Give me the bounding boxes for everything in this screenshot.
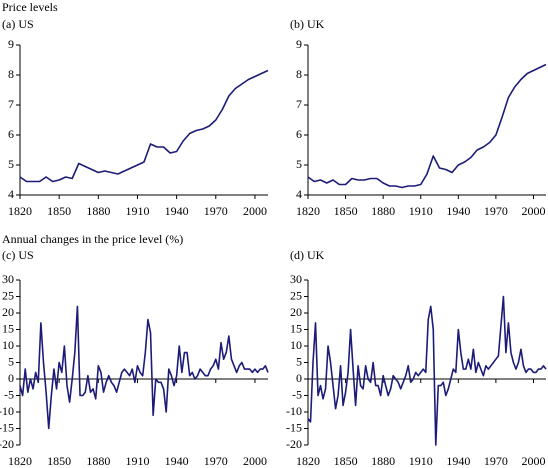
panel-title: (a) US xyxy=(2,17,34,31)
y-tick-label: 5 xyxy=(296,157,302,171)
y-tick-label: 25 xyxy=(2,288,14,302)
y-tick-label: 6 xyxy=(296,127,302,141)
data-line xyxy=(307,63,547,189)
x-tick-label: 1940 xyxy=(446,204,470,218)
x-tick-label: 1850 xyxy=(47,204,71,218)
x-tick-label: 1940 xyxy=(446,454,470,468)
y-tick-label: 15 xyxy=(2,321,14,335)
y-tick-label: 7 xyxy=(8,97,14,111)
y-tick-label: 30 xyxy=(290,272,302,286)
data-line xyxy=(307,295,547,446)
x-tick-label: 1910 xyxy=(409,204,433,218)
y-tick-label: 4 xyxy=(296,187,302,201)
y-tick-label: 4 xyxy=(8,187,14,201)
y-tick-label: 9 xyxy=(296,37,302,51)
y-tick-label: 6 xyxy=(8,127,14,141)
x-tick-label: 1850 xyxy=(334,454,358,468)
y-tick-label: -5 xyxy=(292,387,302,401)
x-tick-label: 1880 xyxy=(86,204,110,218)
x-tick-label: 1880 xyxy=(371,204,395,218)
y-tick-label: 7 xyxy=(296,97,302,111)
y-tick-label: -20 xyxy=(286,437,302,451)
y-tick-label: 9 xyxy=(8,37,14,51)
x-tick-label: 1910 xyxy=(125,204,149,218)
y-tick-label: -10 xyxy=(286,404,302,418)
x-tick-label: 1820 xyxy=(296,454,320,468)
panel-title: (d) UK xyxy=(290,248,325,262)
y-tick-label: 10 xyxy=(2,338,14,352)
y-tick-label: -10 xyxy=(0,404,14,418)
x-tick-label: 1940 xyxy=(165,204,189,218)
x-tick-label: 1820 xyxy=(296,204,320,218)
x-tick-label: 1910 xyxy=(125,454,149,468)
x-tick-label: 1850 xyxy=(47,454,71,468)
x-tick-label: 2000 xyxy=(521,204,545,218)
y-tick-label: 20 xyxy=(2,305,14,319)
x-tick-label: 1940 xyxy=(165,454,189,468)
x-tick-label: 1910 xyxy=(409,454,433,468)
x-tick-label: 1850 xyxy=(334,204,358,218)
x-tick-label: 1880 xyxy=(371,454,395,468)
x-tick-label: 1970 xyxy=(484,204,508,218)
section-title: Annual changes in the price level (%) xyxy=(2,232,183,246)
y-tick-label: 8 xyxy=(8,67,14,81)
y-tick-label: 5 xyxy=(296,354,302,368)
y-tick-label: 15 xyxy=(290,321,302,335)
x-tick-label: 2000 xyxy=(243,454,267,468)
y-tick-label: 8 xyxy=(296,67,302,81)
x-tick-label: 1970 xyxy=(204,204,228,218)
x-tick-label: 1880 xyxy=(86,454,110,468)
data-line xyxy=(19,69,269,183)
y-tick-label: 0 xyxy=(296,371,302,385)
y-tick-label: -5 xyxy=(4,387,14,401)
y-tick-label: 10 xyxy=(290,338,302,352)
data-line xyxy=(19,305,269,430)
y-tick-label: 5 xyxy=(8,354,14,368)
y-tick-label: 30 xyxy=(2,272,14,286)
x-tick-label: 1820 xyxy=(8,454,32,468)
panel-title: (b) UK xyxy=(290,17,325,31)
section-title: Price levels xyxy=(2,0,58,14)
panel-title: (c) US xyxy=(2,248,34,262)
y-tick-label: -15 xyxy=(0,420,14,434)
x-tick-label: 2000 xyxy=(243,204,267,218)
y-tick-label: 5 xyxy=(8,157,14,171)
x-tick-label: 1970 xyxy=(484,454,508,468)
x-tick-label: 2000 xyxy=(521,454,545,468)
x-tick-label: 1970 xyxy=(204,454,228,468)
y-tick-label: 25 xyxy=(290,288,302,302)
y-tick-label: 0 xyxy=(8,371,14,385)
y-tick-label: -20 xyxy=(0,437,14,451)
x-tick-label: 1820 xyxy=(8,204,32,218)
y-tick-label: -15 xyxy=(286,420,302,434)
y-tick-label: 20 xyxy=(290,305,302,319)
